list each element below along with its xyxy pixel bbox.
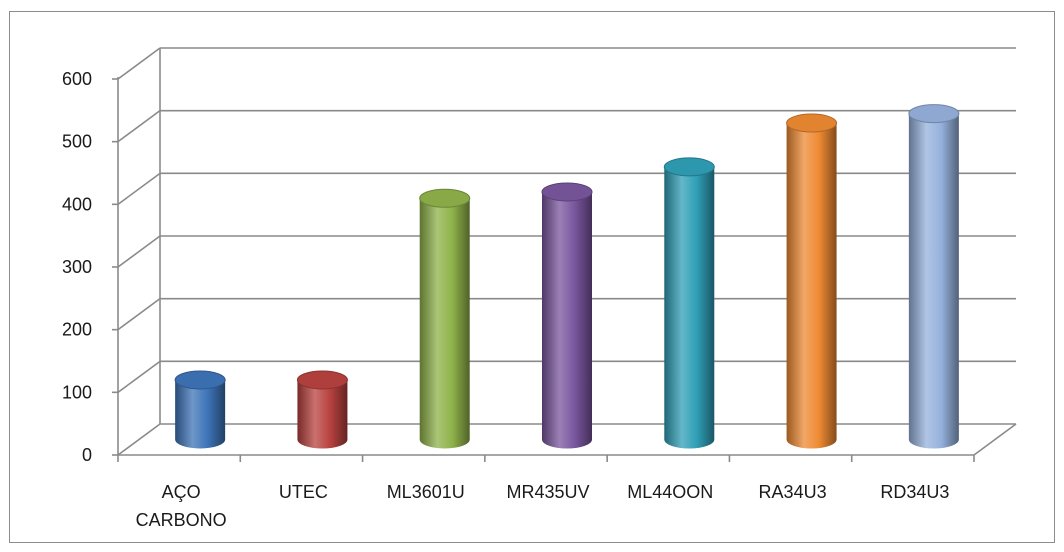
- bar-body-0: [175, 380, 225, 449]
- bar-2: [420, 189, 470, 448]
- gridline-depth-500: [118, 111, 160, 142]
- y-tick-label-200: 200: [62, 320, 92, 340]
- floor-right-edge: [974, 424, 1016, 455]
- bar-top-0: [175, 371, 225, 389]
- x-tick-label-0-line2: CARBONO: [136, 510, 227, 530]
- bar-top-5: [787, 114, 837, 132]
- x-tick-label-6: RD34U3: [880, 482, 949, 502]
- x-tick-label-2: ML3601U: [387, 482, 465, 502]
- y-tick-label-0: 0: [82, 445, 92, 465]
- y-tick-label-500: 500: [62, 132, 92, 152]
- bar-body-4: [664, 167, 714, 449]
- y-tick-label-300: 300: [62, 257, 92, 277]
- bar-0: [175, 371, 225, 449]
- bar-body-1: [297, 380, 347, 449]
- y-tick-label-400: 400: [62, 194, 92, 214]
- gridline-depth-0: [118, 424, 160, 455]
- y-axis-ticks: 0 100 200 300 400 500 600: [62, 69, 118, 465]
- gridline-depth-300: [118, 236, 160, 267]
- bar-3: [542, 183, 592, 449]
- bar-4: [664, 158, 714, 449]
- bar-body-5: [787, 123, 837, 448]
- y-tick-label-100: 100: [62, 382, 92, 402]
- bar-body-6: [909, 114, 959, 449]
- x-tick-label-1: UTEC: [279, 482, 328, 502]
- x-tick-label-5: RA34U3: [759, 482, 827, 502]
- bar-top-6: [909, 105, 959, 123]
- bar-top-3: [542, 183, 592, 201]
- bar-top-4: [664, 158, 714, 176]
- bar-top-2: [420, 189, 470, 207]
- chart-bars: [175, 105, 959, 449]
- bar-body-3: [542, 192, 592, 449]
- bar-1: [297, 371, 347, 449]
- gridline-depth-600: [118, 48, 160, 79]
- x-tick-label-4: ML44OON: [627, 482, 713, 502]
- bar-5: [787, 114, 837, 448]
- x-tick-label-0: AÇO: [162, 482, 201, 502]
- bar-top-1: [297, 371, 347, 389]
- x-axis-labels: AÇO CARBONO UTEC ML3601U MR435UV ML44OON RA34U…: [136, 482, 950, 530]
- y-tick-label-600: 600: [62, 69, 92, 89]
- gridline-depth-400: [118, 173, 160, 204]
- bar-body-2: [420, 198, 470, 448]
- bar-6: [909, 105, 959, 449]
- x-tick-label-3: MR435UV: [506, 482, 589, 502]
- gridline-depth-200: [118, 299, 160, 330]
- gridline-depth-100: [118, 361, 160, 392]
